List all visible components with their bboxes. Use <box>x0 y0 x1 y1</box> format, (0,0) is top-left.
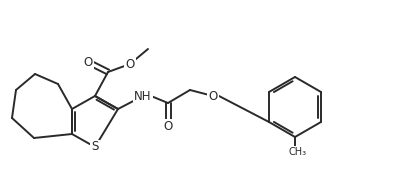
Text: O: O <box>125 57 135 70</box>
Text: O: O <box>83 55 93 69</box>
Text: O: O <box>163 119 173 132</box>
Text: S: S <box>91 141 98 153</box>
Text: O: O <box>208 89 218 103</box>
Text: CH₃: CH₃ <box>289 147 307 157</box>
Text: NH: NH <box>134 89 152 103</box>
